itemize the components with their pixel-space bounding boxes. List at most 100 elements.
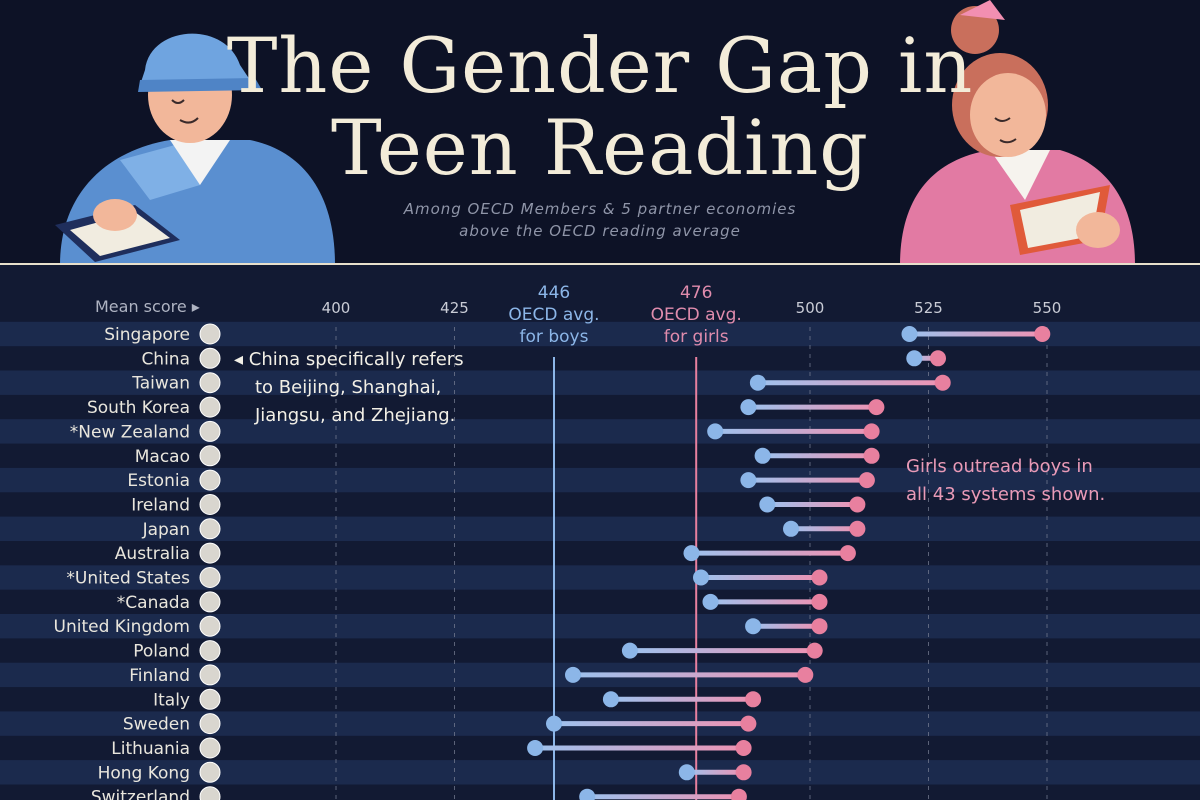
gap-bar [554, 721, 749, 727]
country-label: Japan [142, 520, 190, 540]
country-label: Ireland [131, 496, 190, 516]
boys-point [693, 569, 709, 586]
country-row: Taiwan [131, 372, 951, 394]
flag-icon [199, 372, 221, 394]
country-label: United Kingdom [54, 617, 190, 637]
gap-bar [762, 453, 872, 459]
gap-bar [535, 745, 744, 751]
flag-icon [199, 737, 221, 759]
gap-bar [686, 769, 744, 775]
flag-icon [199, 688, 221, 710]
girls-point [735, 740, 752, 756]
country-row: Poland [133, 640, 823, 662]
china-note-line1: ◂ China specifically refers [234, 349, 464, 370]
boys-average-value: 446 [538, 283, 570, 303]
boys-point [579, 788, 596, 800]
flag-icon [199, 567, 221, 588]
girls-point [863, 447, 880, 464]
country-label: Lithuania [111, 739, 190, 759]
girls-point [839, 545, 856, 562]
girls-point [868, 399, 885, 416]
country-label: Sweden [123, 715, 190, 735]
country-label: Switzerland [91, 788, 190, 800]
country-row: Finland [129, 664, 814, 686]
flag-icon [199, 664, 221, 686]
boys-point [759, 496, 776, 513]
flag-icon [199, 591, 221, 613]
gap-bar [715, 428, 872, 434]
girls-point [797, 666, 814, 683]
country-label: Poland [133, 642, 190, 662]
country-row: South Korea [87, 396, 885, 418]
boys-point [901, 326, 918, 342]
tick-label: 550 [1033, 299, 1062, 317]
flag-icon [199, 761, 221, 783]
girls-average-value: 476 [680, 283, 712, 303]
country-row: Estonia [127, 469, 875, 491]
country-label: China [141, 349, 190, 369]
girls-point [811, 569, 828, 586]
title-line-2: Teen Reading [331, 103, 869, 192]
girls-point [811, 593, 828, 610]
gap-bar [753, 623, 820, 629]
country-label: *United States [66, 569, 190, 589]
boys-point [678, 764, 695, 781]
flag-icon [199, 347, 221, 369]
boys-point [683, 545, 700, 562]
subtitle-line-1: Among OECD Members & 5 partner economies [403, 200, 797, 218]
girls-point [930, 350, 946, 367]
country-label: Taiwan [131, 374, 190, 394]
country-row: Ireland [131, 494, 866, 516]
country-row: *Canada [117, 591, 828, 613]
boy-reader-illustration [55, 33, 335, 265]
china-note-line3: Jiangsu, and Zhejiang. [254, 405, 455, 426]
country-label: *Canada [117, 593, 190, 613]
gap-bar [587, 794, 739, 800]
header-illustrations [55, 0, 1135, 265]
country-row: Switzerland [91, 786, 747, 800]
boys-point [749, 374, 766, 391]
country-label: *New Zealand [70, 422, 190, 442]
girls-average-label-line1: OECD avg. [651, 305, 742, 325]
flag-icon [199, 640, 221, 662]
country-label: Italy [153, 690, 190, 710]
gap-bar [573, 672, 806, 678]
flag-icon [199, 445, 221, 467]
boys-point [740, 472, 757, 489]
country-row: *United States [66, 567, 828, 589]
country-row: China [141, 347, 946, 369]
girls-point [740, 715, 757, 732]
country-row: Australia [115, 542, 856, 564]
header-banner: The Gender Gap in Teen Reading Among OEC… [0, 0, 1200, 265]
country-label: Singapore [104, 325, 190, 345]
girls-note-line2: all 43 systems shown. [906, 484, 1105, 505]
country-row: Italy [153, 688, 762, 710]
flag-icon [199, 518, 221, 540]
gap-bar [748, 477, 867, 483]
flag-icon [199, 469, 221, 491]
country-row: Lithuania [111, 737, 752, 759]
boys-point [702, 593, 719, 610]
tick-label: 425 [440, 299, 469, 317]
flag-icon [199, 494, 221, 515]
girls-point [849, 520, 866, 537]
country-label: Australia [115, 544, 190, 564]
girls-point [745, 691, 762, 708]
flag-icon [199, 420, 221, 442]
gap-bar [610, 696, 754, 702]
boys-point [527, 740, 544, 756]
country-row: Hong Kong [98, 761, 752, 783]
boys-point [740, 399, 757, 416]
country-row: United Kingdom [54, 615, 828, 637]
flag-icon [199, 786, 221, 800]
country-row: Singapore [104, 323, 1051, 345]
country-label: Hong Kong [98, 763, 190, 783]
girls-average-label-line2: for girls [664, 327, 729, 347]
flag-icon [199, 615, 221, 637]
boys-point [783, 520, 799, 537]
china-note-line2: to Beijing, Shanghai, [255, 377, 441, 398]
country-label: Estonia [127, 471, 190, 491]
girls-point [858, 472, 875, 489]
tick-label: 525 [914, 299, 943, 317]
